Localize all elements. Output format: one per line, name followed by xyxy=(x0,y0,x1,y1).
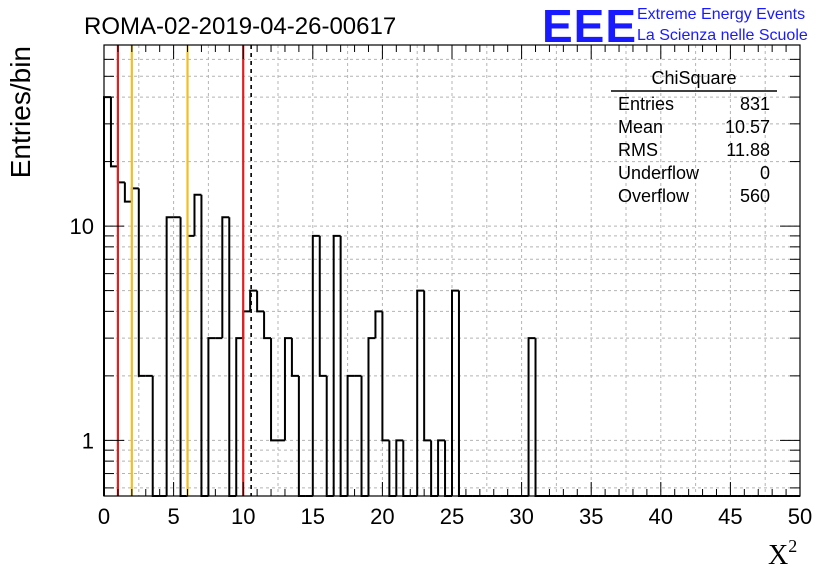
reference-lines xyxy=(116,45,252,496)
histogram-bin xyxy=(221,216,230,339)
stats-label: Underflow xyxy=(618,163,700,183)
stats-label: Overflow xyxy=(618,186,690,206)
histogram-bin xyxy=(207,337,216,496)
histogram-bin xyxy=(290,338,299,377)
x-tick-label: 30 xyxy=(509,504,533,529)
stats-value: 11.88 xyxy=(726,140,770,160)
histogram-bin xyxy=(325,375,334,497)
x-tick-label: 5 xyxy=(167,504,179,529)
x-tick-label: 40 xyxy=(649,504,673,529)
y-axis-label: Entries/bin xyxy=(5,46,36,178)
stats-value: 831 xyxy=(740,94,770,114)
y-tick-label: 10 xyxy=(70,214,94,239)
histogram-bin xyxy=(137,188,146,377)
histogram-bin xyxy=(123,182,132,203)
stats-value: 0 xyxy=(760,163,770,183)
histogram-bin xyxy=(332,234,341,496)
axis-tick-labels: 0 5 10 15 20 25 30 35 40 45 50 1 10 xyxy=(70,214,813,529)
stats-value: 10.57 xyxy=(725,117,770,137)
y-tick-label: 1 xyxy=(82,428,94,453)
x-tick-label: 35 xyxy=(579,504,603,529)
histogram-bin xyxy=(200,194,209,497)
histogram-bin xyxy=(423,290,432,442)
eee-logo: EEE xyxy=(542,0,637,52)
histogram-bin xyxy=(263,311,272,340)
histogram-bin xyxy=(311,234,320,496)
histogram-bin xyxy=(527,337,536,496)
histogram-bin xyxy=(395,439,404,496)
histogram-bin xyxy=(360,375,369,497)
x-tick-label: 45 xyxy=(718,504,742,529)
x-tick-label: 15 xyxy=(301,504,325,529)
histogram-bin xyxy=(109,97,118,168)
histogram-bin xyxy=(346,374,355,496)
x-tick-label: 50 xyxy=(788,504,812,529)
histogram-bin xyxy=(374,310,383,339)
histogram-bin xyxy=(249,289,258,312)
stats-title: ChiSquare xyxy=(651,68,736,88)
histogram-bin xyxy=(235,337,244,496)
histogram-bin xyxy=(437,439,446,496)
histogram-bin xyxy=(416,289,425,496)
stats-box: ChiSquare Entries 831 Mean 10.57 RMS 11.88 Und… xyxy=(611,68,777,206)
stats-label: RMS xyxy=(618,140,658,160)
x-axis-label-sup: 2 xyxy=(788,536,797,556)
logo-line-2: La Scienza nelle Scuole xyxy=(637,27,808,44)
histogram-bin xyxy=(297,375,306,497)
logo-line-1: Extreme Energy Events xyxy=(637,6,805,23)
x-tick-label: 25 xyxy=(440,504,464,529)
histogram-bin xyxy=(103,96,111,496)
histogram-bin xyxy=(534,338,543,497)
histogram-bin xyxy=(367,337,376,496)
histogram-bin xyxy=(283,337,292,441)
histogram-bin xyxy=(165,216,174,496)
histogram-bin xyxy=(457,290,466,497)
histogram-bin xyxy=(318,235,327,377)
stats-label: Entries xyxy=(618,94,674,114)
histogram-bin xyxy=(381,311,390,442)
chart-title: ROMA-02-2019-04-26-00617 xyxy=(84,13,396,40)
x-tick-label: 20 xyxy=(370,504,394,529)
stats-value: 560 xyxy=(740,186,770,206)
x-axis-label: X2 xyxy=(768,536,797,571)
x-axis-label-main: X xyxy=(768,540,788,571)
histogram-bin xyxy=(256,290,265,313)
histogram-bin xyxy=(151,375,160,497)
x-tick-label: 10 xyxy=(231,504,255,529)
stats-label: Mean xyxy=(618,117,663,137)
histogram-bin xyxy=(339,235,348,497)
histogram-bin xyxy=(451,289,459,496)
x-tick-label: 0 xyxy=(98,504,110,529)
histogram-bin xyxy=(193,193,202,236)
axis-ticks xyxy=(103,45,801,496)
histogram-bin xyxy=(270,338,278,442)
